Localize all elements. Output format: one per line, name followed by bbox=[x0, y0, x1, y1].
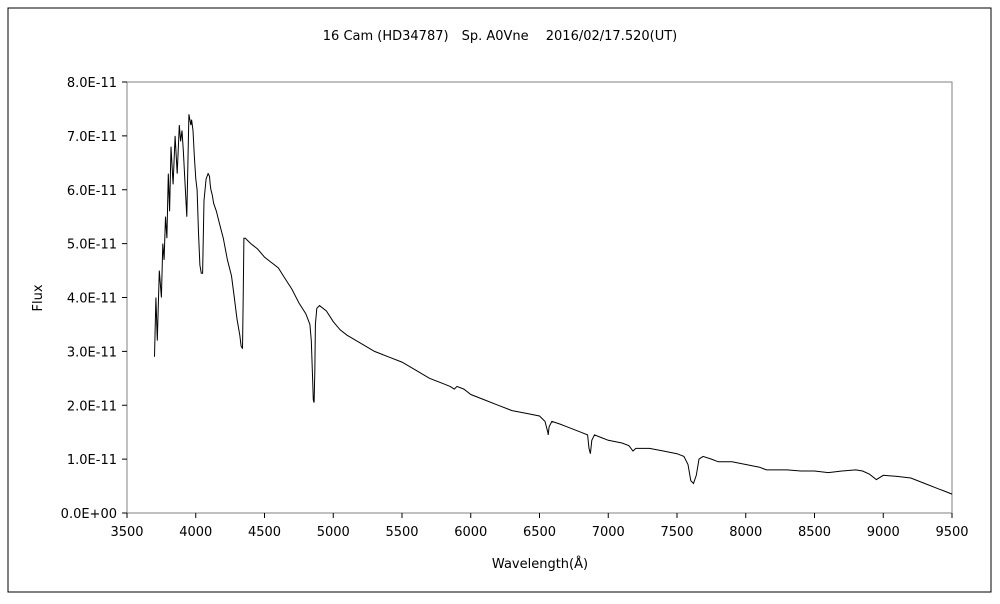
x-tick-label: 4500 bbox=[248, 525, 281, 540]
y-axis-label: Flux bbox=[31, 284, 46, 311]
x-tick-label: 8500 bbox=[798, 525, 831, 540]
x-tick-label: 4000 bbox=[179, 525, 212, 540]
y-tick-label: 3.0E-11 bbox=[67, 345, 117, 360]
y-tick-label: 2.0E-11 bbox=[67, 399, 117, 414]
x-tick-label: 6500 bbox=[523, 525, 556, 540]
y-tick-label: 8.0E-11 bbox=[67, 76, 117, 91]
y-axis: 0.0E+00 1.0E-11 2.0E-11 3.0E-11 4.0E-11 5.0E-… bbox=[61, 76, 127, 522]
y-tick-label: 6.0E-11 bbox=[67, 184, 117, 199]
x-tick-label: 7500 bbox=[660, 525, 693, 540]
y-tick-label: 7.0E-11 bbox=[67, 130, 117, 145]
x-tick-label: 9000 bbox=[867, 525, 900, 540]
x-tick-label: 3500 bbox=[110, 525, 143, 540]
x-tick-label: 5000 bbox=[317, 525, 350, 540]
x-axis-label: Wavelength(Å) bbox=[492, 556, 588, 572]
x-axis: 3500 4000 4500 5000 5500 6000 6500 7000 7500 8000… bbox=[110, 513, 969, 540]
y-tick-label: 4.0E-11 bbox=[67, 292, 117, 307]
x-tick-label: 9500 bbox=[935, 525, 968, 540]
x-tick-label: 5500 bbox=[385, 525, 418, 540]
y-tick-label: 1.0E-11 bbox=[67, 453, 117, 468]
x-tick-label: 6000 bbox=[454, 525, 487, 540]
y-tick-label: 5.0E-11 bbox=[67, 238, 117, 253]
spectrum-line bbox=[154, 114, 953, 495]
x-tick-label: 7000 bbox=[592, 525, 625, 540]
chart-title: 16 Cam (HD34787) Sp. A0Vne 2016/02/17.52… bbox=[323, 29, 677, 44]
y-tick-label: 0.0E+00 bbox=[61, 507, 117, 522]
plot-area bbox=[126, 81, 953, 514]
x-tick-label: 8000 bbox=[729, 525, 762, 540]
